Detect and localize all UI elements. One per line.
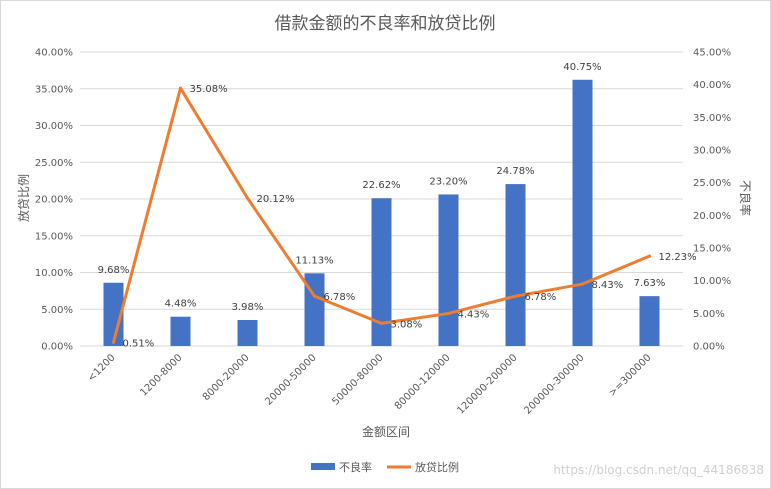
legend-label-line: 放贷比例	[415, 460, 459, 474]
y-right-tick-label: 25.00%	[693, 178, 731, 189]
y-left-tick-label: 20.00%	[35, 195, 73, 206]
y-right-tick-label: 5.00%	[693, 309, 725, 320]
line-point	[514, 294, 517, 298]
bar-data-label: 40.75%	[563, 62, 601, 73]
bar-data-label: 7.63%	[634, 278, 666, 289]
x-tick-label: 120000-200000	[455, 352, 519, 416]
line-data-label: 12.23%	[659, 252, 697, 263]
legend: 不良率 放贷比例	[311, 460, 459, 474]
bar-data-label: 3.98%	[232, 302, 264, 313]
line-data-label: 4.43%	[458, 309, 490, 320]
y-right-tick-label: 10.00%	[693, 276, 731, 287]
x-tick-label: 1200-8000	[138, 352, 184, 398]
y-left-tick-label: 30.00%	[35, 121, 73, 132]
y-right-tick-label: 30.00%	[693, 146, 731, 157]
bar-data-label: 23.20%	[429, 176, 467, 187]
bar	[639, 296, 660, 346]
line-data-label: 0.51%	[123, 338, 155, 349]
y-right-tick-label: 35.00%	[693, 113, 731, 124]
line-data-labels: 0.51% 35.08% 20.12% 6.78% 3.08% 4.43% 6.78% 8.4…	[123, 84, 697, 349]
x-tick-label: >=300000	[607, 352, 654, 399]
y-right-tick-label: 40.00%	[693, 80, 731, 91]
x-tick-label: 50000-80000	[330, 352, 385, 407]
right-axis-ticks: 0.00% 5.00% 10.00% 15.00% 20.00% 25.00% 30.00%…	[693, 48, 731, 353]
bar-data-label: 22.62%	[362, 180, 400, 191]
left-axis-ticks: 0.00% 5.00% 10.00% 15.00% 20.00% 25.00% 30.00%…	[35, 48, 73, 353]
chart-title: 借款金额的不良率和放贷比例	[275, 14, 496, 34]
bar-data-label: 24.78%	[496, 166, 534, 177]
legend-swatch-bar	[311, 463, 335, 470]
y-left-tick-label: 10.00%	[35, 268, 73, 279]
bar	[371, 198, 392, 346]
line-point	[246, 196, 249, 200]
x-tick-label: 80000-120000	[393, 352, 453, 412]
line-data-label: 3.08%	[391, 319, 423, 330]
x-tick-label: 20000-50000	[263, 352, 318, 407]
line-series	[112, 86, 651, 344]
y-left-tick-label: 35.00%	[35, 84, 73, 95]
line-point	[112, 340, 115, 344]
y-axis-right-title: 不良率	[738, 180, 753, 216]
line-point	[581, 282, 584, 286]
bar	[572, 79, 593, 347]
line-point	[447, 311, 450, 315]
x-tick-label: <1200	[86, 352, 118, 384]
line-data-label: 8.43%	[592, 280, 624, 291]
line-data-label: 6.78%	[324, 292, 356, 303]
bar-data-label: 9.68%	[98, 265, 130, 276]
line-point	[380, 321, 383, 325]
y-right-tick-label: 20.00%	[693, 211, 731, 222]
bar	[505, 184, 526, 346]
y-right-tick-label: 15.00%	[693, 244, 731, 255]
y-right-tick-label: 45.00%	[693, 48, 731, 59]
y-left-tick-label: 40.00%	[35, 48, 73, 59]
line-point	[313, 294, 316, 298]
bar	[237, 319, 258, 346]
line-data-label: 20.12%	[257, 194, 295, 205]
x-tick-label: 8000-20000	[201, 352, 252, 403]
bar-series	[103, 79, 660, 347]
bar	[438, 194, 459, 346]
legend-label-bar: 不良率	[339, 460, 372, 474]
bar-data-labels: 9.68% 4.48% 3.98% 11.13% 22.62% 23.20% 24.78% 4…	[98, 62, 666, 313]
x-axis-ticks: <1200 1200-8000 8000-20000 20000-50000 50000…	[86, 352, 654, 416]
bar-data-label: 11.13%	[295, 255, 333, 266]
line-point	[648, 254, 651, 258]
line-data-label: 35.08%	[190, 84, 228, 95]
bar	[170, 316, 191, 346]
y-left-tick-label: 25.00%	[35, 158, 73, 169]
line-point	[179, 86, 182, 90]
bar-data-label: 4.48%	[165, 299, 197, 310]
y-axis-left-title: 放贷比例	[16, 174, 31, 222]
x-axis-title: 金额区间	[362, 424, 410, 439]
y-left-tick-label: 5.00%	[41, 305, 73, 316]
bar	[103, 282, 124, 346]
watermark: https://blog.csdn.net/qq_44186838	[553, 463, 764, 477]
y-left-tick-label: 15.00%	[35, 231, 73, 242]
line-data-label: 6.78%	[525, 292, 557, 303]
y-right-tick-label: 0.00%	[693, 342, 725, 353]
y-left-tick-label: 0.00%	[41, 342, 73, 353]
x-tick-label: 200000-300000	[522, 352, 586, 416]
